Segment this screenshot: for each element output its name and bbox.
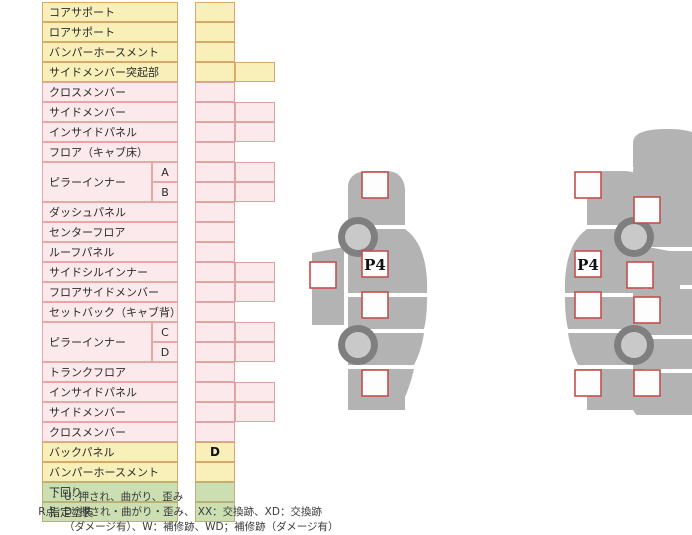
grid-cell (195, 42, 235, 62)
grid-cell (195, 2, 235, 22)
grid-cell (235, 162, 275, 182)
grid-cell (195, 502, 235, 522)
damage-marker (574, 171, 602, 199)
svg-text:P4: P4 (577, 256, 599, 274)
grid-cell (195, 82, 235, 102)
grid-cell (195, 322, 235, 342)
pillar-label-right: P4 (574, 250, 602, 278)
legend-text-continued: （ダメージ有）、W：補修跡、WD；補修跡（ダメージ有） (64, 521, 339, 533)
wheel-rear-right (614, 325, 654, 365)
row-label: トランクフロア (42, 362, 178, 382)
wheel-rear-left (338, 325, 378, 365)
legend-key-dash: - (52, 491, 56, 503)
grid-cell (195, 382, 235, 402)
wheel-front-right (614, 217, 654, 257)
row-label: サイドメンバー突起部 (42, 62, 178, 82)
row-sub-label: A (152, 162, 178, 182)
row-label: センターフロア (42, 222, 178, 242)
grid-cell (195, 162, 235, 182)
row-label: クロスメンバー (42, 422, 178, 442)
damage-marker (633, 369, 661, 397)
row-label: サイドメンバー (42, 402, 178, 422)
damage-marker (361, 291, 389, 319)
row-sub-label: B (152, 182, 178, 202)
row-label: フロアサイドメンバー (42, 282, 178, 302)
row-label: クロスメンバー (42, 82, 178, 102)
grid-cell (195, 262, 235, 282)
damage-marker (309, 261, 337, 289)
grid-cell (195, 342, 235, 362)
grid-cell (195, 242, 235, 262)
grid-cell (195, 22, 235, 42)
row-label: ピラーインナー (42, 162, 152, 202)
pillar-label-left: P4 (361, 250, 389, 278)
grid-cell (235, 102, 275, 122)
grid-cell (235, 122, 275, 142)
grid-cell (195, 462, 235, 482)
legend-row-u: - U: 押され、曲がり、歪み (14, 490, 339, 505)
grid-cell (195, 302, 235, 322)
row-label: 下回り (42, 482, 178, 502)
grid-cell (235, 402, 275, 422)
damage-marker (574, 369, 602, 397)
damage-marker (633, 296, 661, 324)
grid-cell (195, 422, 235, 442)
grid-cell (195, 282, 235, 302)
grid-cell (235, 282, 275, 302)
grid-cell (195, 482, 235, 502)
row-label: バンパーホースメント (42, 42, 178, 62)
legend-row-r: R点 D: 押され・曲がり・歪み、 XX：交換跡、XD：交換跡 (14, 505, 339, 520)
grid-cell (195, 202, 235, 222)
damage-marker (633, 196, 661, 224)
damage-marker (574, 291, 602, 319)
grid-cell (195, 222, 235, 242)
svg-text:P4: P4 (364, 256, 386, 274)
row-label: ダッシュパネル (42, 202, 178, 222)
grid-cell (235, 182, 275, 202)
damage-marker (361, 369, 389, 397)
vehicle-damage-diagram: P4 P4 (300, 125, 692, 415)
grid-cell (235, 262, 275, 282)
legend-text-d: D: 押され・曲がり・歪み、 XX：交換跡、XD：交換跡 (64, 506, 322, 518)
grid-cell (195, 142, 235, 162)
grid-cell (235, 322, 275, 342)
legend: - U: 押され、曲がり、歪み R点 D: 押され・曲がり・歪み、 XX：交換跡… (14, 490, 339, 535)
legend-key-rten: R点 (38, 506, 56, 518)
damage-marker (361, 171, 389, 199)
grid-cell (195, 102, 235, 122)
row-label: インサイドパネル (42, 382, 178, 402)
row-sub-label: C (152, 322, 178, 342)
grid-cell (195, 122, 235, 142)
wheel-front-left (338, 217, 378, 257)
grid-cell (235, 62, 275, 82)
damage-marker (626, 261, 654, 289)
row-label: インサイドパネル (42, 122, 178, 142)
row-label: セットバック（キャブ背） (42, 302, 181, 322)
row-label: サイドメンバー (42, 102, 178, 122)
grid-cell (195, 402, 235, 422)
row-label: バックパネル (42, 442, 178, 462)
legend-text-u: U: 押され、曲がり、歪み (64, 491, 184, 503)
row-sub-label: D (152, 342, 178, 362)
grid-cell (195, 182, 235, 202)
row-label: ロアサポート (42, 22, 178, 42)
row-label: コアサポート (42, 2, 178, 22)
row-label: バンパーホースメント (42, 462, 178, 482)
row-label: フロア（キャブ床） (42, 142, 178, 162)
grid-cell (195, 362, 235, 382)
row-label: 指定塗装 (42, 502, 178, 522)
grid-cell-mark: D (195, 442, 235, 462)
grid-cell (235, 342, 275, 362)
row-label: サイドシルインナー (42, 262, 178, 282)
row-label: ピラーインナー (42, 322, 152, 362)
grid-cell (195, 62, 235, 82)
row-label: ルーフパネル (42, 242, 178, 262)
grid-cell (235, 382, 275, 402)
